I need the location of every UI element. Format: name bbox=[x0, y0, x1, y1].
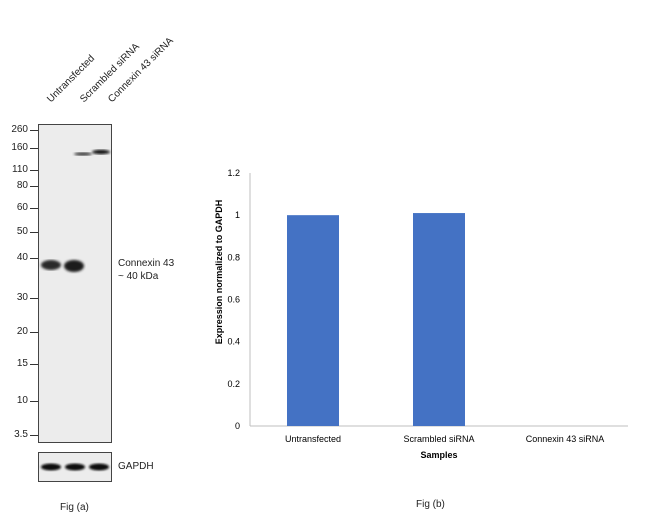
mw-marker: 40 bbox=[16, 252, 28, 263]
mw-marker: 20 bbox=[16, 326, 28, 337]
mw-tick bbox=[30, 186, 38, 187]
x-axis-title: Samples bbox=[420, 450, 457, 460]
mw-tick bbox=[30, 298, 38, 299]
band-label: Connexin 43 ~ 40 kDa bbox=[118, 257, 174, 283]
fig-b-caption: Fig (b) bbox=[416, 499, 445, 510]
gapdh-band-cx43sirna bbox=[89, 463, 109, 471]
mw-marker: 160 bbox=[11, 142, 28, 153]
mw-marker: 80 bbox=[16, 180, 28, 191]
mw-marker: 110 bbox=[12, 164, 28, 175]
gapdh-label: GAPDH bbox=[118, 461, 154, 472]
fig-a-caption: Fig (a) bbox=[60, 502, 89, 513]
gapdh-blot bbox=[38, 452, 112, 482]
bar bbox=[287, 215, 339, 426]
blot-image bbox=[38, 124, 112, 443]
band-cx43sirna-160 bbox=[92, 149, 110, 155]
mw-tick bbox=[30, 130, 38, 131]
y-tick-label: 0.8 bbox=[227, 252, 240, 262]
mw-tick bbox=[30, 232, 38, 233]
mw-tick bbox=[30, 148, 38, 149]
y-tick-label: 0.6 bbox=[227, 295, 240, 305]
y-axis-title: Expression normalized to GAPDH bbox=[214, 200, 224, 345]
mw-marker: 10 bbox=[16, 395, 28, 406]
mw-tick bbox=[30, 364, 38, 365]
gapdh-bands bbox=[41, 463, 109, 471]
y-tick-label: 0.2 bbox=[227, 379, 240, 389]
mw-tick bbox=[30, 401, 38, 402]
mw-tick bbox=[30, 170, 38, 171]
y-tick-label: 1 bbox=[235, 210, 240, 220]
mw-marker: 30 bbox=[16, 292, 28, 303]
bar bbox=[413, 213, 465, 426]
mw-tick bbox=[30, 258, 38, 259]
x-tick-label: Connexin 43 siRNA bbox=[526, 434, 605, 444]
blot-bands bbox=[41, 149, 110, 272]
gapdh-band-scrambled bbox=[65, 463, 85, 471]
band-label-name: Connexin 43 bbox=[118, 258, 175, 269]
band-untransfected-cx43 bbox=[41, 260, 61, 270]
y-tick-label: 1.2 bbox=[227, 168, 240, 178]
band-scrambled-cx43 bbox=[64, 260, 84, 272]
y-tick-label: 0 bbox=[235, 421, 240, 431]
mw-tick bbox=[30, 208, 38, 209]
mw-tick bbox=[30, 332, 38, 333]
gapdh-band-untransfected bbox=[41, 463, 61, 471]
mw-tick bbox=[30, 435, 38, 436]
band-label-size: ~ 40 kDa bbox=[118, 271, 159, 282]
mw-marker: 3.5 bbox=[14, 429, 28, 440]
mw-marker: 260 bbox=[11, 124, 28, 135]
band-scrambled-160 bbox=[74, 152, 92, 156]
y-tick-label: 0.4 bbox=[227, 337, 240, 347]
mw-marker: 60 bbox=[16, 202, 28, 213]
mw-marker: 15 bbox=[16, 358, 28, 369]
x-tick-label: Scrambled siRNA bbox=[403, 434, 474, 444]
x-tick-label: Untransfected bbox=[285, 434, 341, 444]
mw-marker: 50 bbox=[16, 226, 28, 237]
